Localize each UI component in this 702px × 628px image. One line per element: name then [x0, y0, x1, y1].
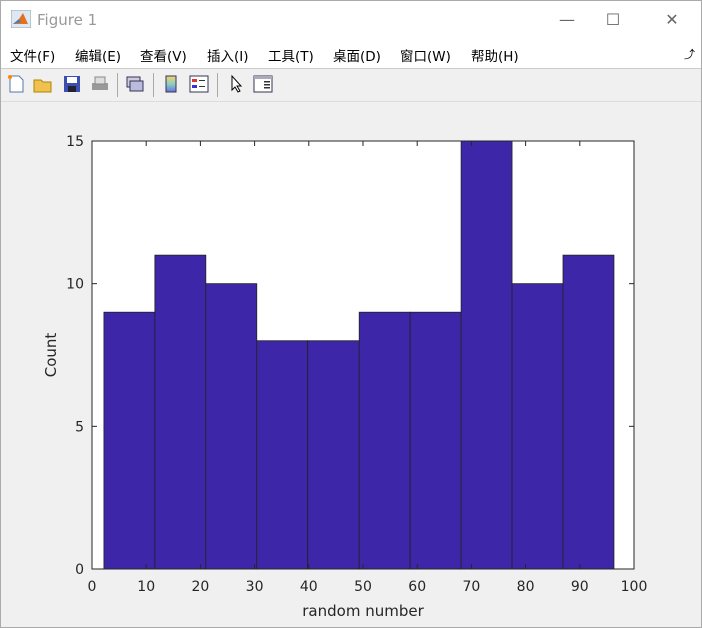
y-tick-label: 0 [75, 562, 84, 578]
menu-file[interactable]: 文件(F) [10, 49, 56, 65]
maximize-button[interactable]: ☐ [605, 10, 621, 29]
x-tick-label: 40 [300, 579, 318, 595]
x-tick-label: 70 [462, 579, 480, 595]
menu-view[interactable]: 查看(V) [140, 49, 187, 65]
menu-help[interactable]: 帮助(H) [471, 49, 519, 65]
y-axis-label: Count [42, 333, 60, 378]
x-tick-label: 30 [246, 579, 264, 595]
open-icon[interactable] [33, 74, 53, 94]
histogram-bar [205, 283, 258, 570]
histogram-bar [511, 283, 564, 570]
link-plot-icon[interactable] [125, 74, 145, 94]
histogram-bar [409, 311, 462, 570]
toolbar-separator [117, 73, 118, 97]
x-tick-label: 90 [571, 579, 589, 595]
property-inspector-icon[interactable] [253, 74, 273, 94]
menu-window[interactable]: 窗口(W) [400, 49, 451, 65]
y-tick-label: 10 [66, 277, 84, 293]
y-tick-label: 15 [66, 134, 84, 150]
histogram-bar [562, 254, 615, 570]
legend-icon[interactable] [189, 74, 209, 94]
y-tick-label: 5 [75, 419, 84, 435]
minimize-button[interactable]: — [559, 10, 575, 29]
matlab-logo-icon [11, 10, 31, 28]
dock-icon[interactable]: ⤴ [684, 48, 695, 61]
x-tick-label: 50 [354, 579, 372, 595]
toolbar-separator [217, 73, 218, 97]
histogram-bar [460, 140, 513, 570]
pointer-icon[interactable] [226, 74, 246, 94]
axes-box [91, 140, 635, 570]
close-button[interactable]: ✕ [665, 10, 679, 29]
histogram-bar [103, 311, 156, 570]
toolbar-separator [153, 73, 154, 97]
print-icon[interactable] [90, 74, 110, 94]
colorbar-icon[interactable] [161, 74, 181, 94]
histogram-bar [256, 340, 309, 570]
histogram-bar [154, 254, 207, 570]
histogram-bar [358, 311, 411, 570]
menu-edit[interactable]: 编辑(E) [75, 49, 122, 65]
menu-bar: 文件(F) 编辑(E) 查看(V) 插入(I) 工具(T) 桌面(D) 窗口(W… [1, 39, 701, 69]
histogram-bar [307, 340, 360, 570]
x-tick-label: 80 [517, 579, 535, 595]
new-figure-icon[interactable] [6, 74, 26, 94]
x-tick-label: 10 [137, 579, 155, 595]
menu-tools[interactable]: 工具(T) [268, 49, 314, 65]
save-icon[interactable] [62, 74, 82, 94]
menu-insert[interactable]: 插入(I) [207, 49, 249, 65]
window-title: Figure 1 [37, 11, 98, 29]
title-bar: Figure 1 — ☐ ✕ [1, 1, 701, 39]
menu-desktop[interactable]: 桌面(D) [333, 49, 381, 65]
x-axis-label: random number [302, 602, 424, 620]
toolbar [1, 69, 701, 102]
x-tick-label: 20 [191, 579, 209, 595]
x-tick-label: 60 [408, 579, 426, 595]
x-tick-label: 100 [621, 579, 648, 595]
x-tick-label: 0 [88, 579, 97, 595]
